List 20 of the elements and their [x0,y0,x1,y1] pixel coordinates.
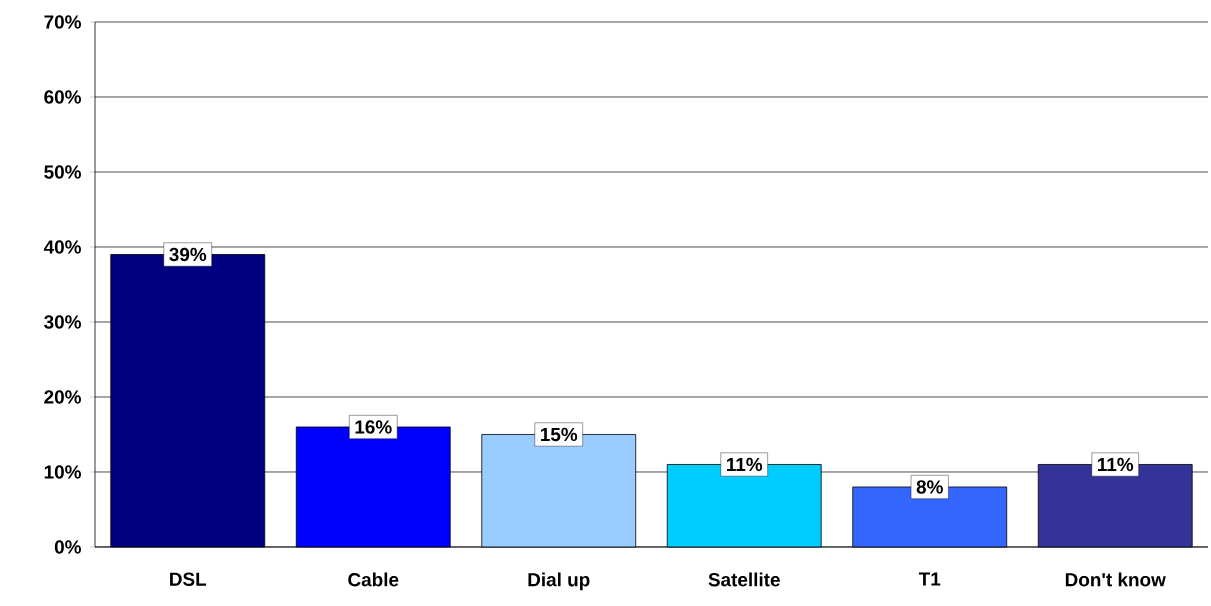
data-label: 15% [540,427,578,442]
data-label: 16% [355,420,392,434]
x-tick-label: Dial up [528,572,590,591]
y-tick-label: 10% [44,465,81,479]
y-tick-label: 60% [44,90,81,104]
data-label: 8% [916,480,943,494]
x-tick-label: DSL [170,572,207,586]
data-label: 11% [1097,457,1134,472]
x-tick-label: T1 [918,572,941,586]
y-tick-label: 50% [44,165,81,179]
x-tick-label: Don't know [1065,572,1166,587]
y-tick-label: 20% [44,390,81,404]
data-label: 11% [727,457,763,472]
y-tick-label: 40% [43,240,81,254]
x-tick-label: Cable [348,572,399,587]
y-tick-label: 70% [44,15,81,29]
y-tick-label: 0% [54,540,81,554]
y-tick-label: 30% [44,315,81,329]
data-label: 39% [169,247,207,262]
x-tick-label: Satellite [708,572,780,587]
